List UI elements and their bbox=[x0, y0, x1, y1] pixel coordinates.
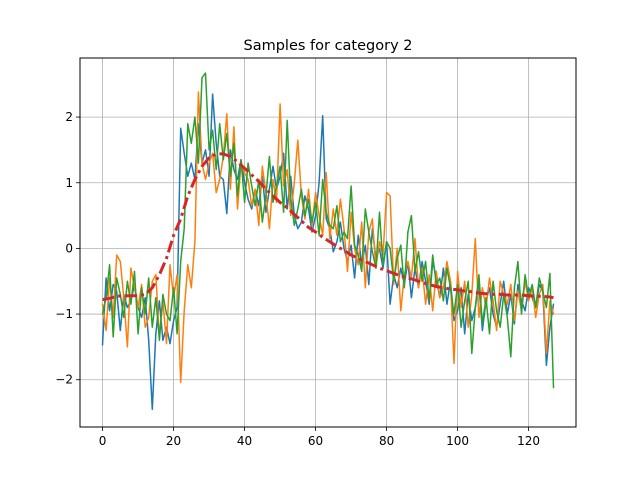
x-tick-label: 100 bbox=[446, 434, 469, 448]
series-line-2 bbox=[101, 91, 555, 384]
series-line-3 bbox=[101, 72, 555, 389]
x-tick-label: 20 bbox=[166, 434, 181, 448]
series-line-4 bbox=[102, 152, 554, 302]
x-tick-label: 0 bbox=[99, 434, 107, 448]
y-tick-label: 2 bbox=[65, 110, 73, 124]
x-tick-label: 60 bbox=[308, 434, 323, 448]
axes-frame bbox=[79, 57, 577, 428]
x-tick-label: 40 bbox=[237, 434, 252, 448]
y-tick-label: −1 bbox=[55, 307, 73, 321]
axis-ticks: 0 20 40 60 80 100 120 −2 −1 0 1 2 bbox=[55, 110, 540, 448]
x-tick-label: 120 bbox=[517, 434, 540, 448]
x-tick-label: 80 bbox=[379, 434, 394, 448]
y-tick-label: −2 bbox=[55, 373, 73, 387]
y-tick-label: 0 bbox=[65, 241, 73, 255]
series-group bbox=[101, 72, 555, 411]
y-tick-label: 1 bbox=[65, 176, 73, 190]
chart-title: Samples for category 2 bbox=[244, 38, 413, 54]
